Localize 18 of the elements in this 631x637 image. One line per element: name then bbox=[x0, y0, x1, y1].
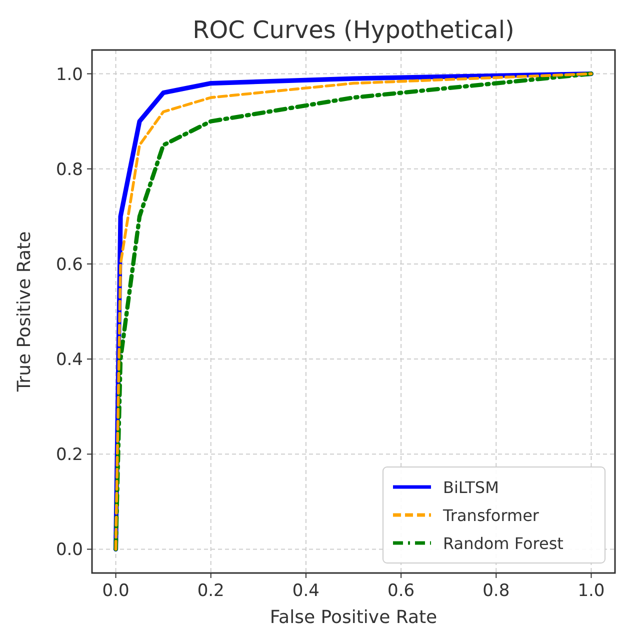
y-tick-label: 0.6 bbox=[56, 254, 83, 275]
legend-label: Transformer bbox=[442, 506, 540, 525]
x-tick-label: 0.8 bbox=[482, 581, 510, 601]
chart-title: ROC Curves (Hypothetical) bbox=[192, 16, 514, 44]
y-tick-label: 0.0 bbox=[56, 540, 83, 560]
y-tick-label: 0.4 bbox=[56, 350, 83, 370]
x-tick-label: 0.4 bbox=[292, 581, 320, 601]
legend-label: BiLTSM bbox=[443, 478, 499, 497]
x-tick-label: 1.0 bbox=[578, 581, 605, 601]
y-tick-label: 0.2 bbox=[56, 445, 83, 466]
x-axis-title: False Positive Rate bbox=[270, 607, 438, 628]
x-tick-label: 0.2 bbox=[197, 581, 224, 601]
y-tick-label: 1.0 bbox=[56, 64, 83, 85]
x-tick-label: 0.6 bbox=[388, 581, 415, 601]
legend-label: Random Forest bbox=[443, 534, 564, 553]
y-tick-label: 0.8 bbox=[56, 160, 83, 180]
y-axis-title: True Positive Rate bbox=[14, 231, 35, 393]
x-tick-label: 0.0 bbox=[102, 581, 130, 601]
